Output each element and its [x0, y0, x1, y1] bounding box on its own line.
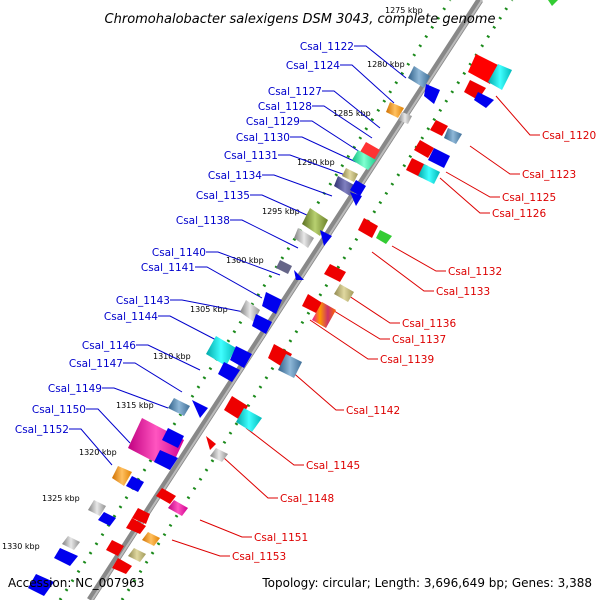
gene-label: Csal_1123	[522, 169, 576, 181]
left-gene-labels: Csal_1122 Csal_1124 Csal_1127 Csal_1128 …	[15, 41, 354, 436]
gene-label: Csal_1148	[280, 493, 334, 505]
gene-features-left	[28, 66, 440, 596]
gene-features-right	[106, 0, 558, 574]
tick-label: 1280 kbp	[367, 60, 405, 69]
gene-label: Csal_1133	[436, 286, 490, 298]
tick-label: 1285 kbp	[333, 109, 371, 118]
gene-label: Csal_1142	[346, 405, 400, 417]
gene-label: Csal_1150	[32, 404, 86, 416]
gene-label: Csal_1135	[196, 190, 250, 202]
summary-text: Topology: circular; Length: 3,696,649 bp…	[261, 576, 592, 590]
tick-label: 1330 kbp	[2, 542, 40, 551]
gene-label: Csal_1144	[104, 311, 158, 323]
gene-label: Csal_1152	[15, 424, 69, 436]
tick-label: 1300 kbp	[226, 256, 264, 265]
gene-label: Csal_1124	[286, 60, 340, 72]
left-leaders	[69, 45, 407, 466]
gene-label: Csal_1134	[208, 170, 262, 182]
gene-label: Csal_1147	[69, 358, 123, 370]
gene-label: Csal_1128	[258, 101, 312, 113]
tick-label: 1315 kbp	[116, 401, 154, 410]
gene-label: Csal_1153	[232, 551, 286, 563]
gene-label: Csal_1140	[152, 247, 206, 259]
tick-label: 1275 kbp	[385, 6, 423, 15]
accession-text: Accession: NC_007963	[8, 576, 144, 590]
right-gene-labels: Csal_1120 Csal_1123 Csal_1125 Csal_1126 …	[232, 130, 596, 563]
gene-label: Csal_1130	[236, 132, 290, 144]
gene-label: Csal_1122	[300, 41, 354, 53]
gene-label: Csal_1141	[141, 262, 195, 274]
map-title: Chromohalobacter salexigens DSM 3043, co…	[105, 12, 496, 27]
gene-label: Csal_1126	[492, 208, 546, 220]
gene-label: Csal_1139	[380, 354, 434, 366]
tick-label: 1290 kbp	[297, 158, 335, 167]
gene-label: Csal_1143	[116, 295, 170, 307]
backbone	[87, 0, 483, 600]
tick-label: 1320 kbp	[79, 448, 117, 457]
gene-label: Csal_1127	[268, 86, 322, 98]
tick-label: 1325 kbp	[42, 494, 80, 503]
tick-label: 1305 kbp	[190, 305, 228, 314]
gene-label: Csal_1120	[542, 130, 596, 142]
gene-label: Csal_1137	[392, 334, 446, 346]
gene-label: Csal_1149	[48, 383, 102, 395]
gene-label: Csal_1145	[306, 460, 360, 472]
gene-label: Csal_1125	[502, 192, 556, 204]
gene-label: Csal_1146	[82, 340, 136, 352]
tick-label: 1295 kbp	[262, 207, 300, 216]
gene-label: Csal_1131	[224, 150, 278, 162]
gene-label: Csal_1129	[246, 116, 300, 128]
gene-label: Csal_1151	[254, 532, 308, 544]
right-leaders	[171, 95, 540, 557]
gene-label: Csal_1138	[176, 215, 230, 227]
gene-label: Csal_1132	[448, 266, 502, 278]
gene-label: Csal_1136	[402, 318, 456, 330]
